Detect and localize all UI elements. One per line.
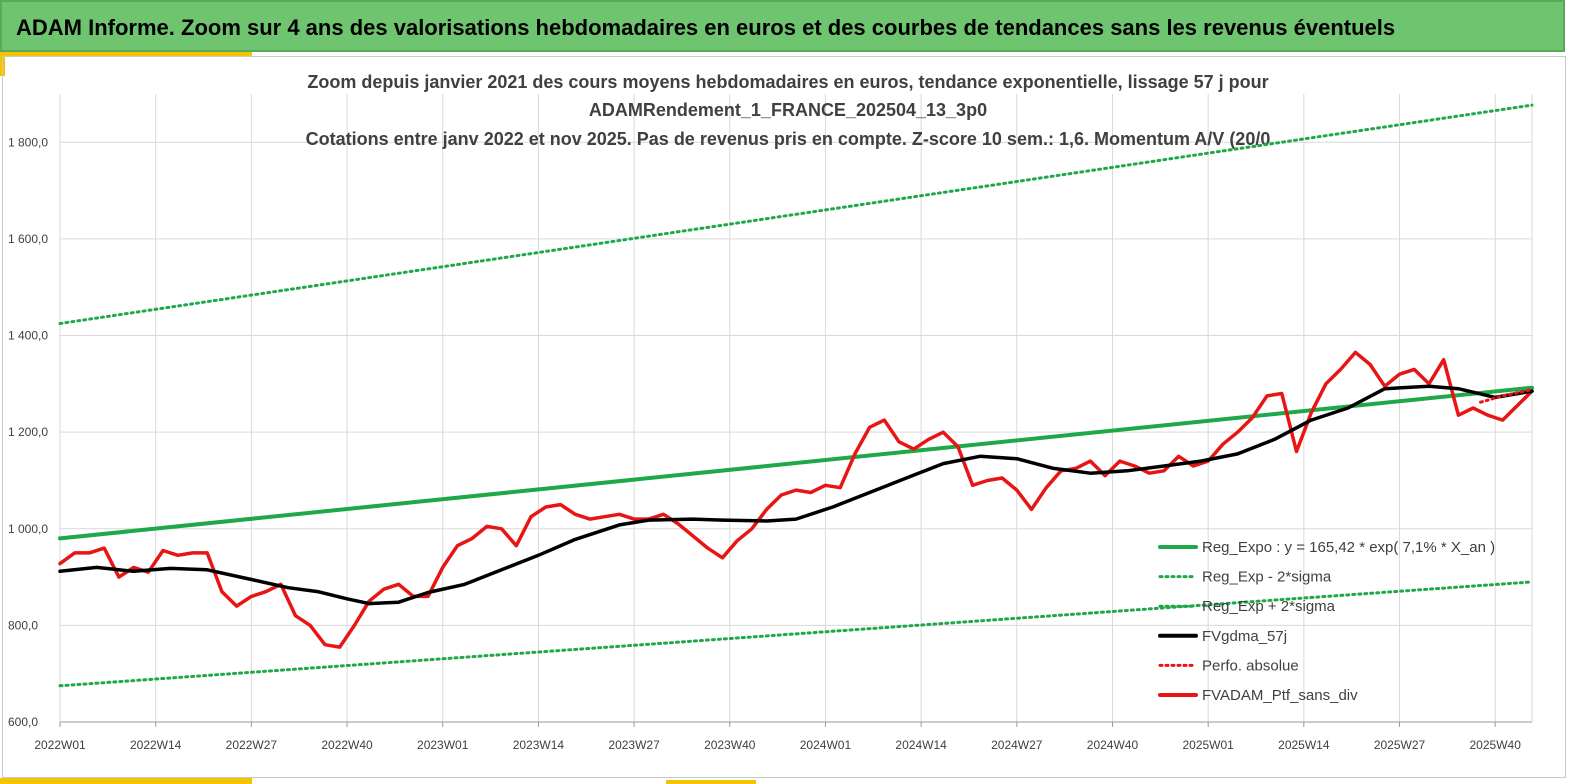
chart-title-line: Zoom depuis janvier 2021 des cours moyen…	[307, 72, 1268, 92]
accent-bar-bottom	[0, 778, 252, 784]
x-tick-label: 2022W40	[321, 738, 373, 752]
series-fvadam-ptf	[58, 350, 1534, 649]
series-reg-minus-2sigma	[58, 580, 1534, 688]
x-tick-label: 2022W27	[226, 738, 278, 752]
title-banner: ADAM Informe. Zoom sur 4 ans des valoris…	[0, 0, 1565, 52]
legend-label: Reg_Exp - 2*sigma	[1202, 569, 1332, 586]
x-tick-label: 2023W01	[417, 738, 469, 752]
x-tick-label: 2024W01	[800, 738, 852, 752]
legend: Reg_Expo : y = 165,42 * exp( 7,1% * X_an…	[1158, 539, 1495, 704]
x-tick-label: 2024W40	[1087, 738, 1139, 752]
chart-title-line: ADAMRendement_1_FRANCE_202504_13_3p0	[589, 100, 987, 120]
x-tick-label: 2024W14	[895, 738, 947, 752]
chart-frame	[2, 56, 1566, 778]
x-tick-label: 2025W01	[1182, 738, 1234, 752]
chart-title: Zoom depuis janvier 2021 des cours moyen…	[306, 72, 1271, 149]
y-tick-label: 1 400,0	[8, 329, 48, 343]
y-tick-label: 1 000,0	[8, 522, 48, 536]
x-tick-label: 2022W14	[130, 738, 182, 752]
series-fvgdma-57j	[58, 384, 1534, 606]
x-tick-label: 2025W40	[1470, 738, 1522, 752]
accent-bar-bottom-mid	[666, 780, 756, 784]
x-tick-label: 2023W40	[704, 738, 756, 752]
series-layer	[58, 103, 1534, 688]
x-tick-label: 2025W14	[1278, 738, 1330, 752]
legend-label: Perfo. absolue	[1202, 657, 1299, 674]
y-tick-label: 1 200,0	[8, 425, 48, 439]
y-tick-label: 800,0	[8, 618, 38, 632]
legend-label: Reg_Exp + 2*sigma	[1202, 598, 1336, 615]
gridlines	[59, 94, 1533, 723]
accent-bar-top	[0, 52, 252, 57]
legend-label: FVgdma_57j	[1202, 628, 1287, 645]
x-tick-label: 2022W01	[34, 738, 86, 752]
x-tick-label: 2023W27	[608, 738, 660, 752]
y-tick-label: 1 600,0	[8, 232, 48, 246]
series-reg-plus-2sigma	[58, 103, 1534, 325]
y-tick-label: 600,0	[8, 715, 38, 729]
legend-label: Reg_Expo : y = 165,42 * exp( 7,1% * X_an…	[1202, 539, 1495, 556]
y-tick-label: 1 800,0	[8, 135, 48, 149]
chart-title-line: Cotations entre janv 2022 et nov 2025. P…	[306, 129, 1271, 149]
legend-label: FVADAM_Ptf_sans_div	[1202, 687, 1358, 704]
y-axis-ticks: 600,0 800,0 1 000,0 1 200,0 1 400,0 1 600,0 1 …	[8, 135, 48, 729]
x-tick-label: 2024W27	[991, 738, 1043, 752]
series-perfo-absolue	[1479, 388, 1534, 404]
x-tick-label: 2025W27	[1374, 738, 1426, 752]
banner-title: ADAM Informe. Zoom sur 4 ans des valoris…	[16, 15, 1396, 40]
x-axis-ticks: 2022W01 2022W14 2022W27 2022W40 2023W01 2023W…	[34, 721, 1532, 752]
x-tick-label: 2023W14	[513, 738, 565, 752]
